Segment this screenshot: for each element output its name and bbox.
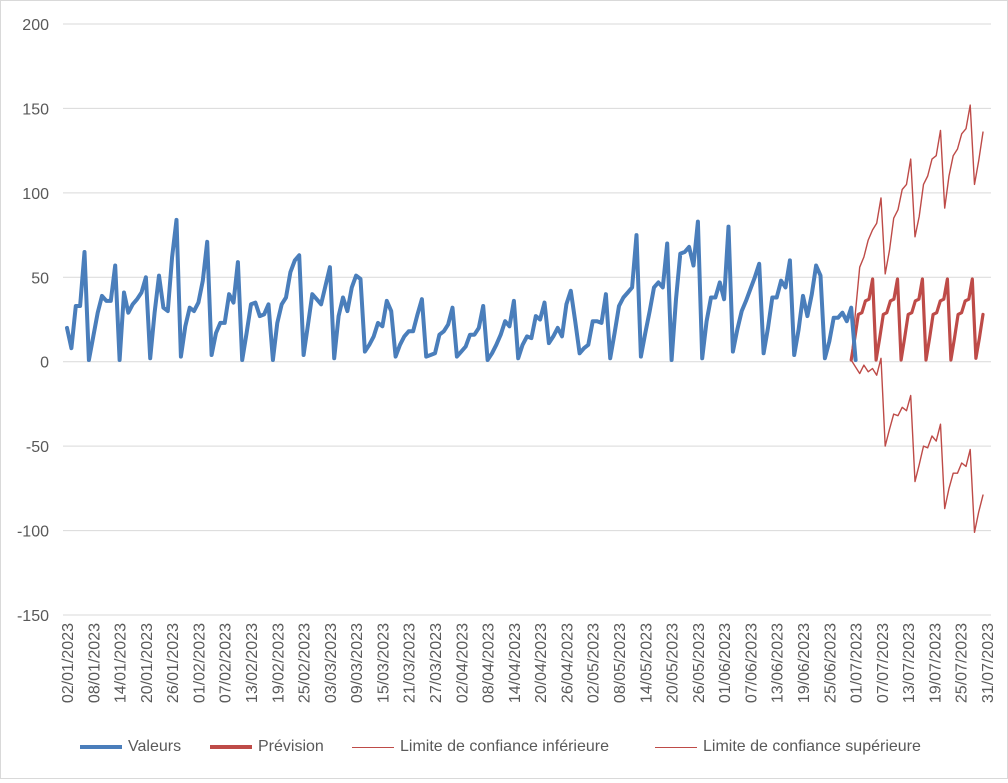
x-tick-label: 13/02/2023 <box>244 623 261 703</box>
x-tick-label: 26/01/2023 <box>165 623 182 703</box>
x-tick-label: 26/04/2023 <box>559 623 576 703</box>
x-tick-label: 20/05/2023 <box>665 623 682 703</box>
legend-swatch-limite-superieure <box>655 746 697 748</box>
x-tick-label: 15/03/2023 <box>375 623 392 703</box>
x-tick-label: 19/02/2023 <box>270 623 287 703</box>
legend-item-valeurs: Valeurs <box>80 735 181 759</box>
x-tick-label: 01/06/2023 <box>717 623 734 703</box>
legend-swatch-valeurs <box>80 745 122 749</box>
x-tick-label: 08/04/2023 <box>481 623 498 703</box>
x-tick-label: 14/05/2023 <box>638 623 655 703</box>
x-tick-label: 03/03/2023 <box>323 623 340 703</box>
y-tick-label: 200 <box>22 17 49 34</box>
x-tick-label: 07/06/2023 <box>743 623 760 703</box>
x-tick-label: 08/05/2023 <box>612 623 629 703</box>
series-limite-superieure-line <box>850 104 984 361</box>
x-tick-label: 02/04/2023 <box>454 623 471 703</box>
legend-label-prevision: Prévision <box>258 738 324 755</box>
x-tick-label: 09/03/2023 <box>349 623 366 703</box>
x-tick-label: 13/06/2023 <box>770 623 787 703</box>
x-tick-label: 14/01/2023 <box>113 623 130 703</box>
x-tick-label: 07/02/2023 <box>218 623 235 703</box>
x-tick-label: 08/01/2023 <box>86 623 103 703</box>
x-tick-label: 13/07/2023 <box>901 623 918 703</box>
x-tick-label: 20/04/2023 <box>533 623 550 703</box>
y-tick-label: -50 <box>26 439 49 456</box>
legend-item-limite-inferieure: Limite de confiance inférieure <box>352 735 609 759</box>
y-tick-label: 50 <box>31 270 49 287</box>
y-tick-label: 150 <box>22 101 49 118</box>
series-prevision-line <box>849 277 985 362</box>
x-tick-label: 01/07/2023 <box>849 623 866 703</box>
x-tick-label: 02/01/2023 <box>60 623 77 703</box>
y-tick-label: 0 <box>40 355 49 372</box>
legend-swatch-limite-inferieure <box>352 746 394 748</box>
x-tick-label: 20/01/2023 <box>139 623 156 703</box>
legend-swatch-prevision <box>210 745 252 749</box>
x-tick-label: 02/05/2023 <box>586 623 603 703</box>
legend-label-valeurs: Valeurs <box>128 738 182 755</box>
x-tick-label: 26/05/2023 <box>691 623 708 703</box>
x-tick-label: 19/07/2023 <box>927 623 944 703</box>
y-tick-label: -150 <box>17 608 49 625</box>
y-tick-label: 100 <box>22 186 49 203</box>
y-tick-label: -100 <box>17 524 49 541</box>
legend-label-limite-superieure: Limite de confiance supérieure <box>703 738 921 755</box>
x-tick-label: 19/06/2023 <box>796 623 813 703</box>
legend-label-limite-inferieure: Limite de confiance inférieure <box>400 738 610 755</box>
legend-item-prevision: Prévision <box>210 735 324 759</box>
x-tick-label: 01/02/2023 <box>191 623 208 703</box>
x-tick-label: 14/04/2023 <box>507 623 524 703</box>
x-tick-label: 21/03/2023 <box>402 623 419 703</box>
x-tick-label: 27/03/2023 <box>428 623 445 703</box>
legend-item-limite-superieure: Limite de confiance supérieure <box>655 735 921 759</box>
series-limite-inferieure-line <box>850 357 984 533</box>
x-tick-label: 07/07/2023 <box>875 623 892 703</box>
x-tick-label: 25/07/2023 <box>954 623 971 703</box>
x-tick-label: 31/07/2023 <box>980 623 997 703</box>
x-tick-label: 25/02/2023 <box>297 623 314 703</box>
series-valeurs-line <box>65 217 858 362</box>
chart-legend: Valeurs Prévision Limite de confiance in… <box>0 735 1008 763</box>
x-tick-label: 25/06/2023 <box>822 623 839 703</box>
